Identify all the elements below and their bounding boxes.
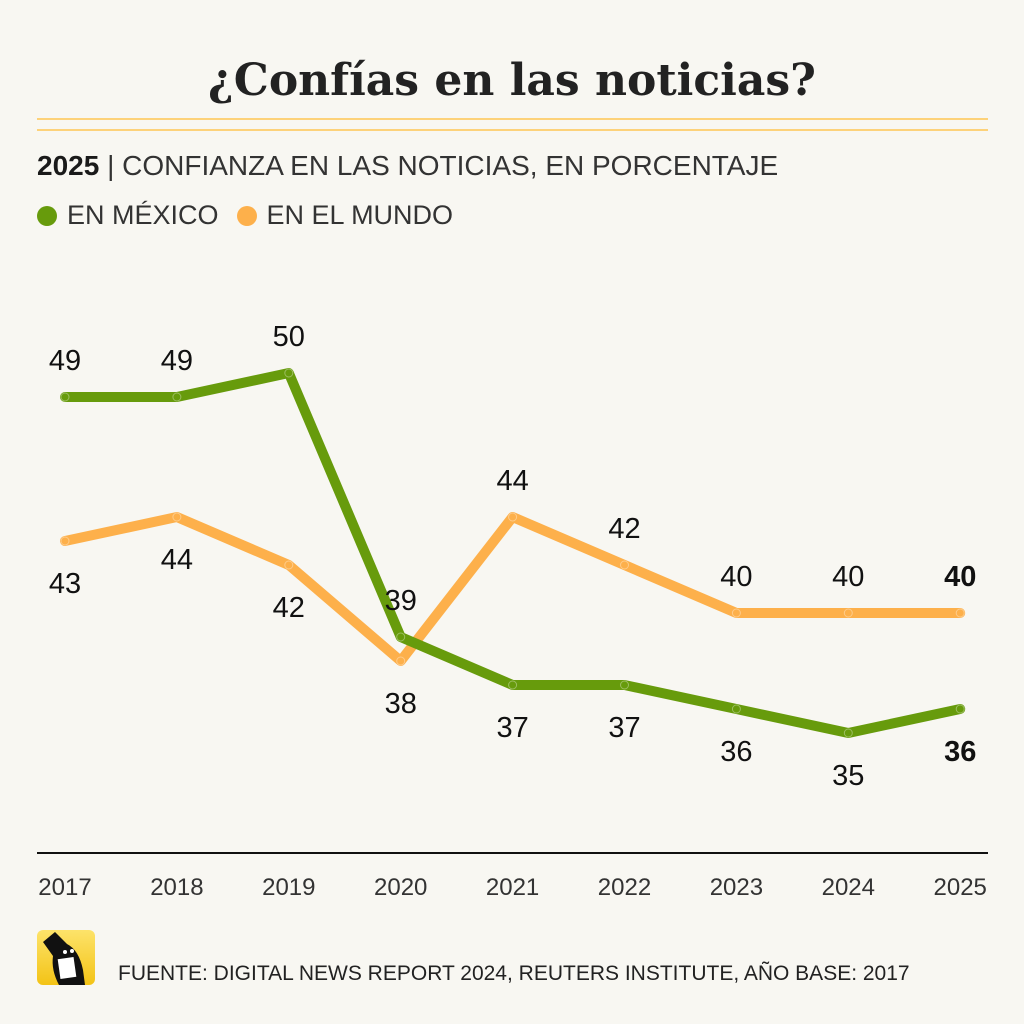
x-tick-label: 2024 — [822, 874, 875, 901]
data-label: 44 — [161, 544, 193, 576]
data-point — [508, 512, 518, 522]
x-tick-label: 2021 — [486, 874, 539, 901]
data-point — [731, 704, 741, 714]
source-note: FUENTE: DIGITAL NEWS REPORT 2024, REUTER… — [118, 962, 910, 985]
x-tick-label: 2017 — [38, 874, 91, 901]
data-point — [508, 680, 518, 690]
legend-dot-world — [236, 205, 257, 226]
x-tick-label: 2022 — [598, 874, 651, 901]
data-point — [955, 608, 965, 618]
divider — [37, 118, 988, 120]
data-label: 38 — [385, 688, 417, 720]
data-label: 40 — [720, 561, 752, 593]
data-label: 37 — [496, 712, 528, 744]
data-point — [955, 704, 965, 714]
data-label: 39 — [385, 585, 417, 617]
legend-label: EN MÉXICO — [67, 200, 219, 230]
data-point — [843, 728, 853, 738]
data-point — [60, 392, 70, 402]
data-label: 37 — [608, 712, 640, 744]
x-tick-label: 2020 — [374, 874, 427, 901]
data-label: 49 — [49, 345, 81, 377]
divider — [37, 129, 988, 131]
data-label: 42 — [273, 592, 305, 624]
data-point — [284, 368, 294, 378]
data-point — [284, 560, 294, 570]
data-point — [396, 632, 406, 642]
legend: EN MÉXICO EN EL MUNDO — [37, 200, 471, 231]
legend-label: EN EL MUNDO — [266, 200, 454, 230]
subtitle-text: | CONFIANZA EN LAS NOTICIAS, EN PORCENTA… — [107, 150, 779, 181]
legend-item-mexico: EN MÉXICO — [37, 200, 219, 231]
data-label: 49 — [161, 345, 193, 377]
data-label: 40 — [944, 561, 976, 593]
brand-logo — [37, 930, 95, 985]
data-label: 50 — [273, 321, 305, 353]
chart-title: ¿Confías en las noticias? — [208, 55, 816, 106]
data-point — [620, 560, 629, 570]
data-label: 43 — [49, 568, 81, 600]
data-point — [731, 608, 741, 618]
legend-item-world: EN EL MUNDO — [236, 200, 454, 231]
data-point — [396, 656, 406, 666]
legend-dot-mexico — [37, 205, 57, 226]
data-label: 36 — [944, 736, 976, 768]
data-point — [60, 536, 70, 546]
data-label: 40 — [832, 561, 864, 593]
x-tick-label: 2023 — [710, 874, 763, 901]
logo-mascot-icon — [43, 932, 85, 985]
data-label: 35 — [832, 760, 864, 792]
data-point — [620, 680, 629, 690]
data-point — [843, 608, 853, 618]
x-tick-label: 2025 — [934, 874, 987, 901]
data-label: 42 — [608, 513, 640, 545]
series-line-world — [60, 512, 966, 666]
x-tick-label: 2019 — [262, 874, 315, 901]
data-label: 36 — [720, 736, 752, 768]
data-point — [172, 392, 182, 402]
chart-subtitle: 2025 | CONFIANZA EN LAS NOTICIAS, EN POR… — [37, 150, 778, 182]
x-tick-label: 2018 — [150, 874, 203, 901]
data-label: 44 — [496, 465, 528, 497]
data-point — [172, 512, 182, 522]
subtitle-year: 2025 — [37, 150, 100, 181]
series-line-mexico — [60, 368, 966, 738]
